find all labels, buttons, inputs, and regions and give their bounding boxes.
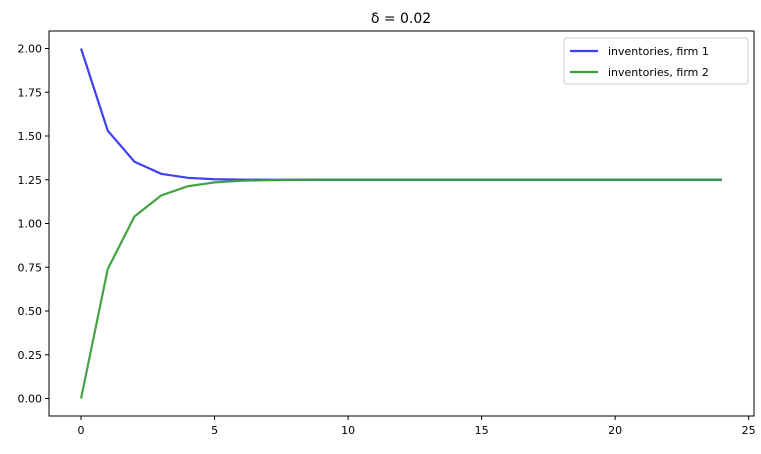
legend-label: inventories, firm 2 [608, 66, 709, 79]
y-tick-label: 1.00 [18, 218, 43, 231]
x-tick-label: 5 [211, 424, 218, 437]
x-tick-label: 15 [475, 424, 489, 437]
legend-label: inventories, firm 1 [608, 45, 709, 58]
y-tick-label: 1.50 [18, 130, 43, 143]
chart-title: δ = 0.02 [371, 11, 431, 27]
y-tick-label: 0.75 [18, 261, 43, 274]
series-line-firm-2 [79, 178, 722, 399]
legend: inventories, firm 1 inventories, firm 2 [563, 37, 749, 85]
x-tick-label: 20 [608, 424, 622, 437]
y-tick-label: 2.00 [18, 43, 43, 56]
x-tick-label: 25 [742, 424, 756, 437]
y-tick-label: 1.75 [18, 86, 43, 99]
legend-box [563, 37, 749, 85]
y-tick-label: 0.50 [18, 305, 43, 318]
y-tick-label: 0.00 [18, 393, 43, 406]
x-tick-label: 0 [78, 424, 85, 437]
y-tick-label: 1.25 [18, 174, 43, 187]
x-tick-label: 10 [341, 424, 355, 437]
y-tick-label: 0.25 [18, 349, 43, 362]
axes-frame [48, 30, 755, 417]
